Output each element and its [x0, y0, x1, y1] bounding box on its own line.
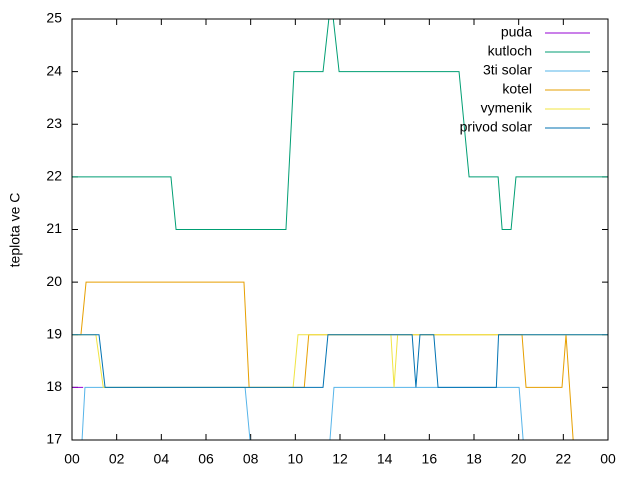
x-tick-label: 04: [154, 451, 170, 467]
x-tick-label: 10: [288, 451, 304, 467]
series-line: [72, 19, 608, 230]
x-tick-label: 00: [600, 451, 616, 467]
y-tick-label: 18: [46, 378, 62, 394]
x-tick-label: 06: [198, 451, 214, 467]
series-line: [81, 386, 524, 440]
legend: puda kutloch 3ti solar kotel vymenik privod s…: [460, 24, 590, 135]
y-tick-label: 19: [46, 325, 62, 341]
legend-label: 3ti solar: [483, 62, 532, 78]
y-tick-label: 21: [46, 220, 62, 236]
legend-label: kutloch: [488, 43, 532, 59]
x-tick-label: 00: [64, 451, 80, 467]
x-tick-label: 08: [243, 451, 259, 467]
x-tick-label: 20: [511, 451, 527, 467]
series-line: [72, 334, 608, 388]
legend-label: privod solar: [460, 119, 533, 135]
legend-label: puda: [501, 24, 532, 40]
legend-label: kotel: [502, 81, 532, 97]
x-tick-label: 18: [466, 451, 482, 467]
series-line: [72, 281, 574, 440]
y-axis-label: teplota ve C: [7, 193, 23, 268]
plot-border: [71, 18, 609, 441]
x-tick-label: 02: [109, 451, 125, 467]
y-tick-label: 23: [46, 115, 62, 131]
y-tick-label: 22: [46, 168, 62, 184]
x-tick-label: 14: [377, 451, 393, 467]
x-tick-label: 12: [332, 451, 348, 467]
y-tick-label: 17: [46, 431, 62, 447]
legend-label: vymenik: [481, 100, 533, 116]
plot-area: [72, 19, 608, 440]
y-tick-label: 20: [46, 273, 62, 289]
series-line: [72, 334, 608, 388]
x-tick-label: 16: [422, 451, 438, 467]
y-tick-label: 25: [46, 10, 62, 26]
y-tick-label: 24: [46, 62, 62, 78]
x-tick-label: 22: [556, 451, 572, 467]
